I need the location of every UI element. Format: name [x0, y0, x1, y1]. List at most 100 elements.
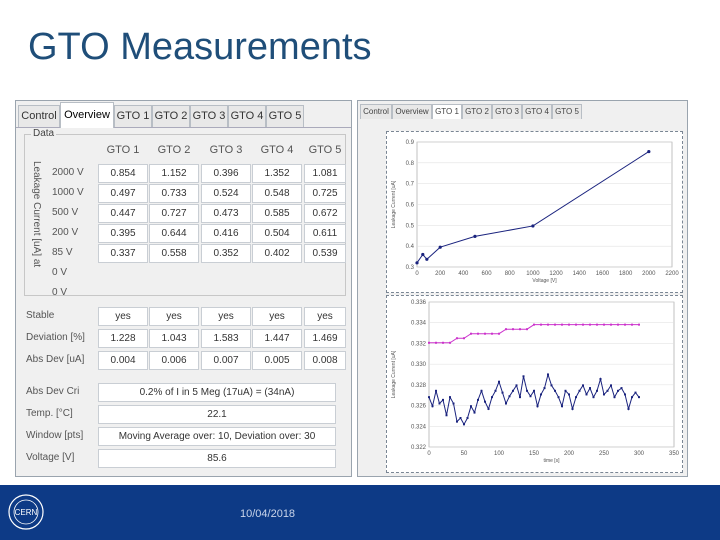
- rtab-gto5[interactable]: GTO 5: [552, 104, 582, 119]
- rtab-gto4[interactable]: GTO 4: [522, 104, 552, 119]
- col-header-gto4: GTO 4: [260, 144, 294, 156]
- average-data-point: [505, 328, 507, 331]
- average-data-point: [603, 323, 605, 326]
- average-data-point: [617, 323, 619, 326]
- y-tick-label: 0.336: [411, 300, 427, 306]
- iv-data-point: [425, 257, 429, 261]
- average-data-point: [512, 328, 514, 331]
- rtab-gto2[interactable]: GTO 2: [462, 104, 492, 119]
- current-data-point: [498, 380, 500, 383]
- current-data-point: [634, 391, 637, 394]
- voltage-row-label: 500 V: [52, 207, 79, 218]
- iv-data-point: [647, 149, 651, 154]
- current-data-point: [480, 389, 483, 392]
- tab-overview[interactable]: Overview: [60, 102, 114, 128]
- current-data-point: [554, 389, 556, 392]
- summary-cell: 1.469: [304, 329, 346, 348]
- current-data-point: [617, 389, 619, 392]
- average-data-point: [568, 323, 570, 326]
- table-cell: 1.352: [252, 164, 302, 183]
- y-tick-label: 0.4: [406, 244, 415, 250]
- current-data-point: [638, 396, 640, 399]
- average-data-point: [631, 323, 633, 326]
- x-tick-label: 0: [415, 271, 419, 277]
- current-data-point: [515, 384, 518, 387]
- average-data-point: [540, 323, 542, 326]
- x-tick-label: 0: [427, 451, 431, 457]
- summary-cell: 1.043: [149, 329, 199, 348]
- current-data-point: [438, 402, 441, 405]
- iv-data-point: [415, 261, 419, 265]
- tab-gto5[interactable]: GTO 5: [266, 105, 304, 127]
- summary-cell: yes: [149, 307, 199, 326]
- x-tick-label: 100: [494, 451, 505, 457]
- y-axis-label: Leakage Current [uA]: [391, 350, 397, 398]
- y-tick-label: 0.3: [406, 265, 415, 271]
- current-data-point: [543, 387, 546, 390]
- voltage-label: Voltage [V]: [26, 452, 75, 463]
- current-data-point: [536, 405, 539, 408]
- table-cell: 0.548: [252, 184, 302, 203]
- average-data-point: [477, 332, 479, 335]
- tab-gto1[interactable]: GTO 1: [114, 105, 152, 127]
- summary-cell: yes: [304, 307, 346, 326]
- table-cell: 0.611: [304, 224, 346, 243]
- x-tick-label: 400: [458, 271, 469, 277]
- table-cell: 0.352: [201, 244, 251, 263]
- tab-gto2[interactable]: GTO 2: [152, 105, 190, 127]
- current-data-point: [533, 389, 535, 392]
- table-cell: 0.497: [98, 184, 148, 203]
- col-header-gto1: GTO 1: [106, 144, 140, 156]
- iv-data-point: [421, 252, 425, 257]
- x-tick-label: 150: [529, 451, 540, 457]
- x-tick-label: 1600: [596, 271, 610, 277]
- average-data-point: [582, 323, 584, 326]
- average-data-point: [561, 323, 563, 326]
- current-data-point: [568, 393, 570, 396]
- current-data-point: [459, 417, 462, 419]
- rtab-gto3[interactable]: GTO 3: [492, 104, 522, 119]
- y-tick-label: 0.328: [411, 383, 427, 389]
- iv-chart: 0.3 0.4 0.5 0.6 0.7 0.8 0.9 0 200 400 600 800 1000 12…: [391, 140, 679, 284]
- rtab-control[interactable]: Control: [360, 104, 392, 119]
- current-data-point: [606, 389, 609, 392]
- table-cell: 0.395: [98, 224, 148, 243]
- table-cell: 0.524: [201, 184, 251, 203]
- abs-dev-cri-label: Abs Dev Cri: [26, 386, 80, 397]
- current-data-point: [473, 411, 476, 414]
- summary-cell: 0.008: [304, 351, 346, 370]
- current-data-point: [512, 389, 514, 392]
- tab-gto4[interactable]: GTO 4: [228, 105, 266, 127]
- deviation-label: Deviation [%]: [26, 332, 85, 343]
- table-cell: 0.854: [98, 164, 148, 183]
- svg-text:CERN: CERN: [15, 508, 38, 517]
- current-data-point: [484, 400, 486, 403]
- summary-cell: yes: [201, 307, 251, 326]
- x-tick-label: 1800: [619, 271, 633, 277]
- x-tick-label: 2000: [642, 271, 656, 277]
- current-data-point: [603, 393, 605, 396]
- col-header-gto3: GTO 3: [209, 144, 243, 156]
- x-tick-label: 1400: [573, 271, 587, 277]
- current-data-point: [613, 396, 616, 399]
- x-axis-label: Voltage [V]: [532, 278, 557, 284]
- current-data-point: [596, 389, 598, 392]
- tab-gto3[interactable]: GTO 3: [190, 105, 228, 127]
- current-data-point: [610, 384, 612, 387]
- x-tick-label: 50: [461, 451, 468, 457]
- x-tick-label: 1200: [549, 271, 563, 277]
- current-data-point: [477, 398, 479, 401]
- y-tick-label: 0.8: [406, 161, 415, 167]
- table-cell: 0.725: [304, 184, 346, 203]
- y-tick-label: 0.322: [411, 445, 427, 451]
- summary-cell: 0.006: [149, 351, 199, 370]
- rtab-gto1[interactable]: GTO 1: [432, 104, 462, 119]
- rtab-overview[interactable]: Overview: [392, 104, 432, 119]
- cern-logo: CERN: [8, 494, 44, 530]
- current-data-point: [487, 407, 490, 410]
- x-tick-label: 200: [564, 451, 575, 457]
- tab-control[interactable]: Control: [18, 105, 60, 127]
- voltage-row-label: 0 V: [52, 287, 68, 298]
- y-tick-label: 0.326: [411, 404, 427, 410]
- current-data-point: [522, 375, 525, 378]
